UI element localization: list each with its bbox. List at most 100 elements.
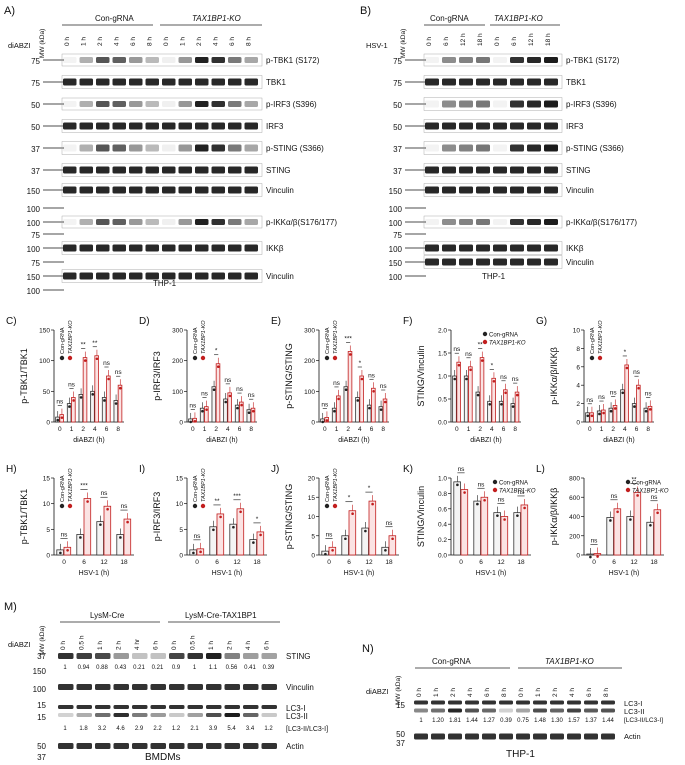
lc3-ratio-value: 3.2 [98, 726, 107, 732]
lane-time-label: 4 h [213, 37, 220, 46]
blot-band [132, 713, 148, 717]
blot-band [211, 244, 225, 252]
blot-band [261, 684, 277, 690]
data-point [337, 397, 340, 401]
blot-band [442, 100, 456, 108]
blot-band [482, 700, 496, 705]
blot-band [112, 244, 126, 252]
blot-band [129, 272, 143, 280]
bar-con-grna [626, 516, 634, 556]
data-point [609, 519, 612, 522]
legend-label: TAX1BP1-KO [68, 468, 74, 502]
blot-band [442, 144, 456, 152]
significance-label: ns [651, 494, 659, 501]
lc3-ratio-value: 3.4 [246, 726, 255, 732]
lane-time-label: 6 h [443, 37, 450, 46]
blot-band [533, 733, 547, 740]
blot-band [79, 57, 93, 63]
x-tick-label: 6 [612, 559, 616, 566]
mw-marker: 50 [396, 730, 405, 739]
legend-marker [324, 503, 330, 509]
chart-panel-letter: C) [6, 316, 17, 327]
bar-con-grna [475, 391, 481, 423]
bar-chart: J) 0 5 10 15 20 p-STING/STING HSV-1 (h) 0 ns 6 * 12 *… [271, 464, 399, 577]
blot-band [145, 166, 159, 174]
blot-band [228, 57, 242, 63]
x-tick-label: 12 [100, 559, 108, 566]
blot-band [228, 78, 242, 86]
data-point [192, 551, 195, 555]
blot-band [206, 743, 222, 749]
lane-time-label: 2 h [450, 688, 457, 697]
blot-band [459, 219, 473, 225]
x-tick-label: 4 [93, 426, 97, 433]
blot-band [79, 101, 93, 107]
blot-band [425, 186, 439, 194]
lane-time-label: 4 h [245, 641, 252, 650]
blot-band [113, 713, 129, 717]
y-tick-label: 15 [43, 476, 51, 483]
data-point [324, 552, 327, 556]
data-point [469, 368, 472, 372]
chart-panel-letter: I) [139, 464, 145, 475]
legend-label: TAX1BP1-KO [68, 320, 74, 354]
lc3-ratio-value: 2.9 [135, 726, 144, 732]
data-point [598, 412, 601, 416]
legend-label: Con-gRNA [632, 481, 661, 487]
bar-chart: D) 0 100 200 300 p-IRF3/IRF3 diABZI (h) 0 ns 1 ns 2… [139, 316, 257, 444]
blot-band [510, 186, 524, 194]
blot-band [195, 57, 209, 63]
y-tick-label: 300 [304, 328, 315, 335]
lane-time-label: 0 h [416, 688, 423, 697]
blot-band [195, 78, 209, 86]
lc3-ratio-value: 0.39 [500, 718, 512, 724]
data-point [205, 408, 208, 411]
legend-label: TAX1BP1-KO [333, 468, 339, 502]
panel-n-mw-label: MW (kDa) [395, 676, 402, 705]
data-point [201, 409, 204, 413]
y-tick-label: 15 [176, 476, 184, 483]
significance-label: ns [189, 402, 197, 409]
significance-label: ns [611, 493, 619, 500]
mw-marker: 150 [27, 187, 41, 196]
chart-panel-letter: E) [271, 316, 281, 327]
x-tick-label: 0 [58, 426, 62, 433]
blot-band [169, 743, 185, 749]
blot-band [425, 100, 439, 108]
lane-time-label: 0 h [518, 688, 525, 697]
blot-band [145, 186, 159, 194]
significance-label: ns [633, 369, 641, 376]
mw-marker: 100 [27, 245, 41, 254]
legend-marker [59, 503, 65, 509]
legend-marker [200, 355, 206, 361]
y-tick-label: 200 [569, 533, 580, 540]
protein-label: Actin [624, 732, 641, 741]
data-point [344, 537, 347, 541]
lane-time-label: 6 h [511, 37, 518, 46]
chart-panel-letter: H) [6, 464, 17, 475]
lane-time-label: 4 h [114, 37, 121, 46]
y-axis-label: STING/Vinculin [416, 486, 426, 547]
mw-marker: 150 [389, 259, 403, 268]
data-point [240, 403, 243, 407]
blot-band [132, 684, 148, 690]
blot-band [112, 57, 126, 63]
blot-band [584, 700, 598, 705]
x-tick-label: 18 [650, 559, 658, 566]
sting-quant-value: 0.88 [96, 665, 108, 671]
blot-band [244, 101, 258, 107]
blot-band [162, 272, 176, 280]
significance-label: ns [61, 531, 69, 538]
bar-chart: C) 0 50 100 150 p-TBK1/TBK1 diABZI (h) 0 ns 1 ns 2 *… [6, 316, 124, 444]
blot-band [79, 122, 93, 130]
bar-tax1bp1-ko [456, 361, 461, 423]
protein-label: LC3-II [624, 707, 644, 716]
blot-band [211, 186, 225, 194]
bar-tax1bp1-ko [653, 509, 662, 556]
blot-band [150, 743, 166, 749]
data-point [356, 399, 360, 402]
blot-band [442, 219, 456, 225]
blot-band [206, 653, 222, 659]
data-point [59, 551, 62, 555]
